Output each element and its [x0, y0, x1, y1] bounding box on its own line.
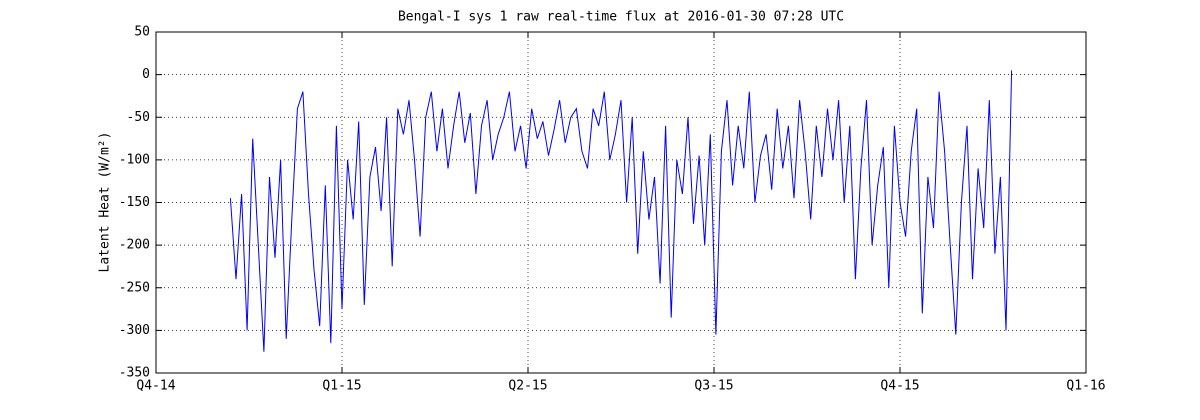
y-tick-label: -200 [119, 238, 150, 253]
x-tick-label: Q1-15 [322, 379, 361, 394]
y-tick-label: -50 [127, 110, 150, 125]
chart-title: Bengal-I sys 1 raw real-time flux at 201… [398, 10, 844, 25]
y-tick-label: 50 [134, 25, 150, 40]
y-tick-label: -250 [119, 280, 150, 295]
plot-frame [155, 31, 1087, 374]
x-tick-label: Q2-15 [508, 379, 547, 394]
y-tick-label: -300 [119, 323, 150, 338]
y-tick-label: 0 [142, 67, 150, 82]
y-axis-label: Latent Heat (W/m²) [98, 132, 113, 273]
x-tick-label: Q1-16 [1066, 379, 1105, 394]
x-tick-label: Q4-14 [136, 379, 175, 394]
x-tick-label: Q4-15 [880, 379, 919, 394]
y-tick-label: -100 [119, 152, 150, 167]
data-line [229, 70, 1013, 352]
y-tick-label: -350 [119, 366, 150, 381]
x-tick-label: Q3-15 [694, 379, 733, 394]
y-tick-label: -150 [119, 195, 150, 210]
